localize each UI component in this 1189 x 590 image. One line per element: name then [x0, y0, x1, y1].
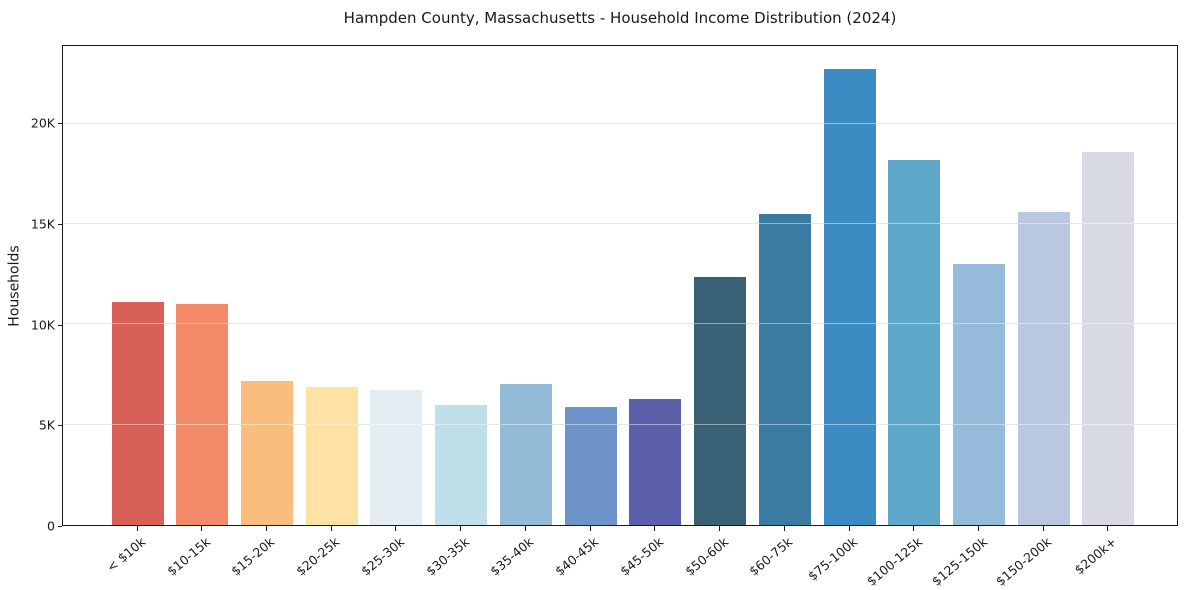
- x-tick-label: $30-35k: [422, 534, 472, 579]
- y-tick-mark: [58, 526, 62, 527]
- gridline: [63, 323, 1177, 325]
- chart-title: Hampden County, Massachusetts - Househol…: [343, 9, 897, 27]
- bar: [888, 160, 941, 525]
- gridline-overlay: [63, 323, 1177, 325]
- bar: [435, 404, 488, 525]
- y-tick-label: 20K: [30, 115, 55, 131]
- bar: [823, 68, 876, 525]
- x-tick-label: $35-40k: [487, 534, 537, 579]
- x-tick-label: $200k+: [1071, 534, 1120, 578]
- x-tick-mark: [524, 526, 526, 531]
- bar: [370, 389, 423, 525]
- gridline-overlay: [63, 423, 1177, 425]
- y-tick-label: 0: [47, 518, 55, 534]
- bar: [1082, 152, 1135, 525]
- bar: [111, 302, 164, 525]
- bar: [176, 304, 229, 525]
- x-tick-label: $50-60k: [681, 534, 731, 579]
- x-tick-mark: [395, 526, 397, 531]
- x-tick-mark: [977, 526, 979, 531]
- bar: [952, 264, 1005, 525]
- y-axis-label-box: Households: [0, 45, 30, 526]
- gridline-overlay: [63, 223, 1177, 225]
- bar: [564, 406, 617, 525]
- bar: [629, 398, 682, 525]
- x-tick-mark: [848, 526, 850, 531]
- plot-area: [62, 45, 1178, 526]
- x-tick-label: $100-125k: [863, 534, 925, 589]
- y-tick-label: 15K: [30, 216, 55, 232]
- bar: [305, 386, 358, 525]
- bar: [1017, 212, 1070, 525]
- bar: [499, 383, 552, 525]
- gridline: [63, 423, 1177, 425]
- gridline: [63, 122, 1177, 124]
- x-tick-label: $150-200k: [993, 534, 1055, 589]
- x-tick-mark: [460, 526, 462, 531]
- y-tick-label: 5K: [38, 417, 55, 433]
- gridline-overlay: [63, 122, 1177, 124]
- x-tick-label: < $10k: [103, 534, 149, 575]
- x-tick-mark: [654, 526, 656, 531]
- x-tick-label: $25-30k: [357, 534, 408, 579]
- x-tick-mark: [1042, 526, 1044, 531]
- x-tick-label: $40-45k: [552, 534, 602, 579]
- x-tick-mark: [330, 526, 332, 531]
- x-tick-mark: [136, 526, 138, 531]
- x-tick-mark: [201, 526, 203, 531]
- y-axis-label: Households: [7, 244, 24, 327]
- x-tick-label: $10-15k: [163, 534, 213, 579]
- x-tick-label: $15-20k: [228, 534, 278, 579]
- x-tick-label: $45-50k: [616, 534, 666, 579]
- x-tick-mark: [589, 526, 591, 531]
- x-tick-mark: [265, 526, 267, 531]
- bar: [694, 277, 747, 525]
- y-tick-label: 10K: [30, 317, 55, 333]
- x-tick-label: $125-150k: [928, 534, 990, 589]
- gridline: [63, 223, 1177, 225]
- bar: [240, 380, 293, 525]
- x-tick-mark: [1107, 526, 1109, 531]
- x-tick-mark: [783, 526, 785, 531]
- x-tick-mark: [913, 526, 915, 531]
- x-tick-label: $60-75k: [746, 534, 796, 579]
- bar: [758, 214, 811, 525]
- x-tick-label: $20-25k: [293, 534, 343, 579]
- x-tick-mark: [719, 526, 721, 531]
- x-tick-label: $75-100k: [804, 534, 861, 584]
